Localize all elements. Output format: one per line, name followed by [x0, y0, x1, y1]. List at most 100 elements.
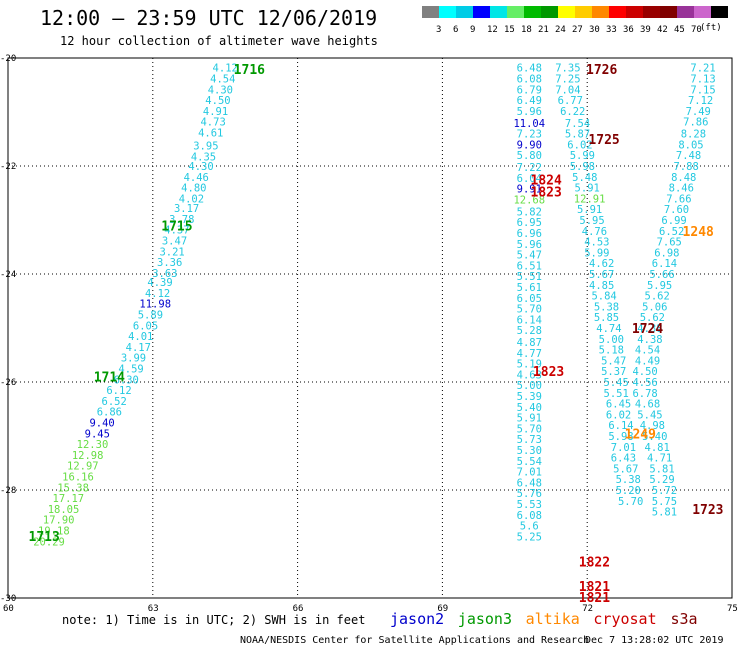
colorbar-unit: (ft) — [700, 23, 722, 33]
data-point-label: 6.05 — [517, 293, 542, 305]
data-point-label: 5.28 — [517, 325, 542, 337]
data-point-label: 4.54 — [635, 345, 660, 357]
data-point-label: 5.47 — [601, 355, 626, 367]
data-point-label: 5.99 — [570, 150, 595, 162]
data-point-label: 4.63 — [517, 369, 542, 381]
colorbar-swatch — [490, 6, 507, 18]
colorbar-tick-label: 27 — [572, 25, 583, 35]
time-label: 1821 — [579, 591, 610, 606]
data-point-label: 7.13 — [690, 74, 715, 86]
time-label: 1822 — [579, 555, 610, 570]
data-point-label: 5.67 — [613, 463, 638, 475]
data-point-label: 4.30 — [208, 84, 233, 96]
colorbar-swatch — [473, 6, 490, 18]
colorbar: 3 6 9 12 15 18 21 24 27 30 33 36 39 42 45 70 — [422, 6, 728, 35]
data-point-label: 5.80 — [517, 150, 542, 162]
data-point-label: 12.68 — [513, 194, 545, 206]
data-point-label: 5.98 — [570, 161, 595, 173]
data-point-label: 6.99 — [661, 215, 686, 227]
colorbar-swatch — [439, 6, 456, 18]
colorbar-swatch — [592, 6, 609, 18]
data-point-label: 4.56 — [632, 377, 657, 389]
data-point-label: 5.51 — [604, 388, 629, 400]
colorbar-tick-label: 39 — [640, 25, 651, 35]
data-point-label: 3.63 — [152, 268, 177, 280]
data-point-label: 5.67 — [589, 269, 614, 281]
data-point-label: 6.79 — [517, 84, 542, 96]
data-point-label: 5.95 — [579, 215, 604, 227]
data-point-label: 4.76 — [582, 226, 607, 238]
data-point-label: 6.86 — [97, 407, 122, 419]
colorbar-swatch — [541, 6, 558, 18]
data-point-label: 5.82 — [517, 206, 542, 218]
data-point-label: 6.96 — [517, 228, 542, 240]
data-point-label: 6.22 — [560, 106, 585, 118]
data-point-label: 17.90 — [43, 515, 75, 527]
data-point-label: 19.18 — [38, 526, 70, 538]
data-point-label: 5.06 — [642, 301, 667, 313]
data-point-label: 3.17 — [174, 203, 199, 215]
data-point-label: 4.12 — [145, 288, 170, 300]
data-point-label: 5.29 — [649, 474, 674, 486]
data-point-label: 5.96 — [517, 106, 542, 118]
data-point-label: 5.96 — [517, 239, 542, 251]
data-point-label: 5.70 — [517, 304, 542, 316]
data-point-label: 16.16 — [62, 472, 94, 484]
time-label: 1823 — [531, 185, 562, 200]
data-point-label: 7.35 — [555, 63, 580, 75]
colorbar-tick-label: 6 — [453, 25, 458, 35]
data-point-label: 4.01 — [128, 331, 153, 343]
data-point-label: 5.70 — [618, 496, 643, 508]
data-point-label: 6.04 — [517, 173, 542, 185]
colorbar-tick-label: 3 — [436, 25, 441, 35]
data-point-label: 5.84 — [591, 291, 616, 303]
y-tick-label: -30 — [0, 594, 16, 604]
data-point-label: 6.12 — [106, 385, 131, 397]
data-point-label: 6.48 — [517, 63, 542, 75]
data-point-label: 5.53 — [517, 499, 542, 511]
data-point-label: 7.12 — [688, 95, 713, 107]
data-point-label: 5.76 — [517, 488, 542, 500]
y-tick-label: -28 — [0, 486, 16, 496]
time-label: 1716 — [234, 63, 265, 78]
data-point-label: 4.39 — [147, 277, 172, 289]
colorbar-swatch — [694, 6, 711, 18]
colorbar-swatch — [507, 6, 524, 18]
legend-entry: altika — [526, 610, 580, 628]
colorbar-swatch — [524, 6, 541, 18]
data-point-label: 5.18 — [599, 345, 624, 357]
time-label: 1823 — [533, 365, 564, 380]
data-point-label: 7.01 — [517, 467, 542, 479]
data-points: 4.124.544.304.504.914.734.613.954.354.30… — [33, 63, 715, 549]
colorbar-swatch — [660, 6, 677, 18]
data-point-label: 5.00 — [517, 380, 542, 392]
data-point-label: 6.98 — [654, 247, 679, 259]
data-point-label: 5.70 — [517, 423, 542, 435]
data-point-label: 5.40 — [517, 402, 542, 414]
legend: jason2 jason3 altika cryosat s3a — [390, 610, 698, 628]
colorbar-tick-label: 42 — [657, 25, 668, 35]
data-point-label: 17.17 — [53, 493, 85, 505]
data-point-label: 7.60 — [664, 204, 689, 216]
data-point-label: 5.38 — [616, 474, 641, 486]
x-tick-label: 69 — [437, 604, 448, 614]
time-label: 1725 — [588, 133, 619, 148]
data-point-label: 5.62 — [640, 312, 665, 324]
data-point-label: 6.52 — [102, 396, 127, 408]
data-point-label: 5.51 — [517, 271, 542, 283]
data-point-label: 9.40 — [89, 418, 114, 430]
data-point-label: 5.38 — [594, 301, 619, 313]
data-point-label: 5.00 — [599, 334, 624, 346]
data-point-label: 3.95 — [193, 140, 218, 152]
data-point-label: 4.62 — [589, 258, 614, 270]
x-tick-label: 75 — [727, 604, 738, 614]
data-point-label: 5.54 — [517, 456, 542, 468]
data-point-label: 5.95 — [647, 280, 672, 292]
footer-note: note: 1) Time is in UTC; 2) SWH is in fe… — [62, 613, 365, 627]
colorbar-swatch — [422, 6, 439, 18]
data-point-label: 4.12 — [213, 63, 238, 75]
x-tick-label: 60 — [3, 604, 14, 614]
time-label: 1715 — [161, 219, 192, 234]
data-point-label: 8.46 — [669, 183, 694, 195]
